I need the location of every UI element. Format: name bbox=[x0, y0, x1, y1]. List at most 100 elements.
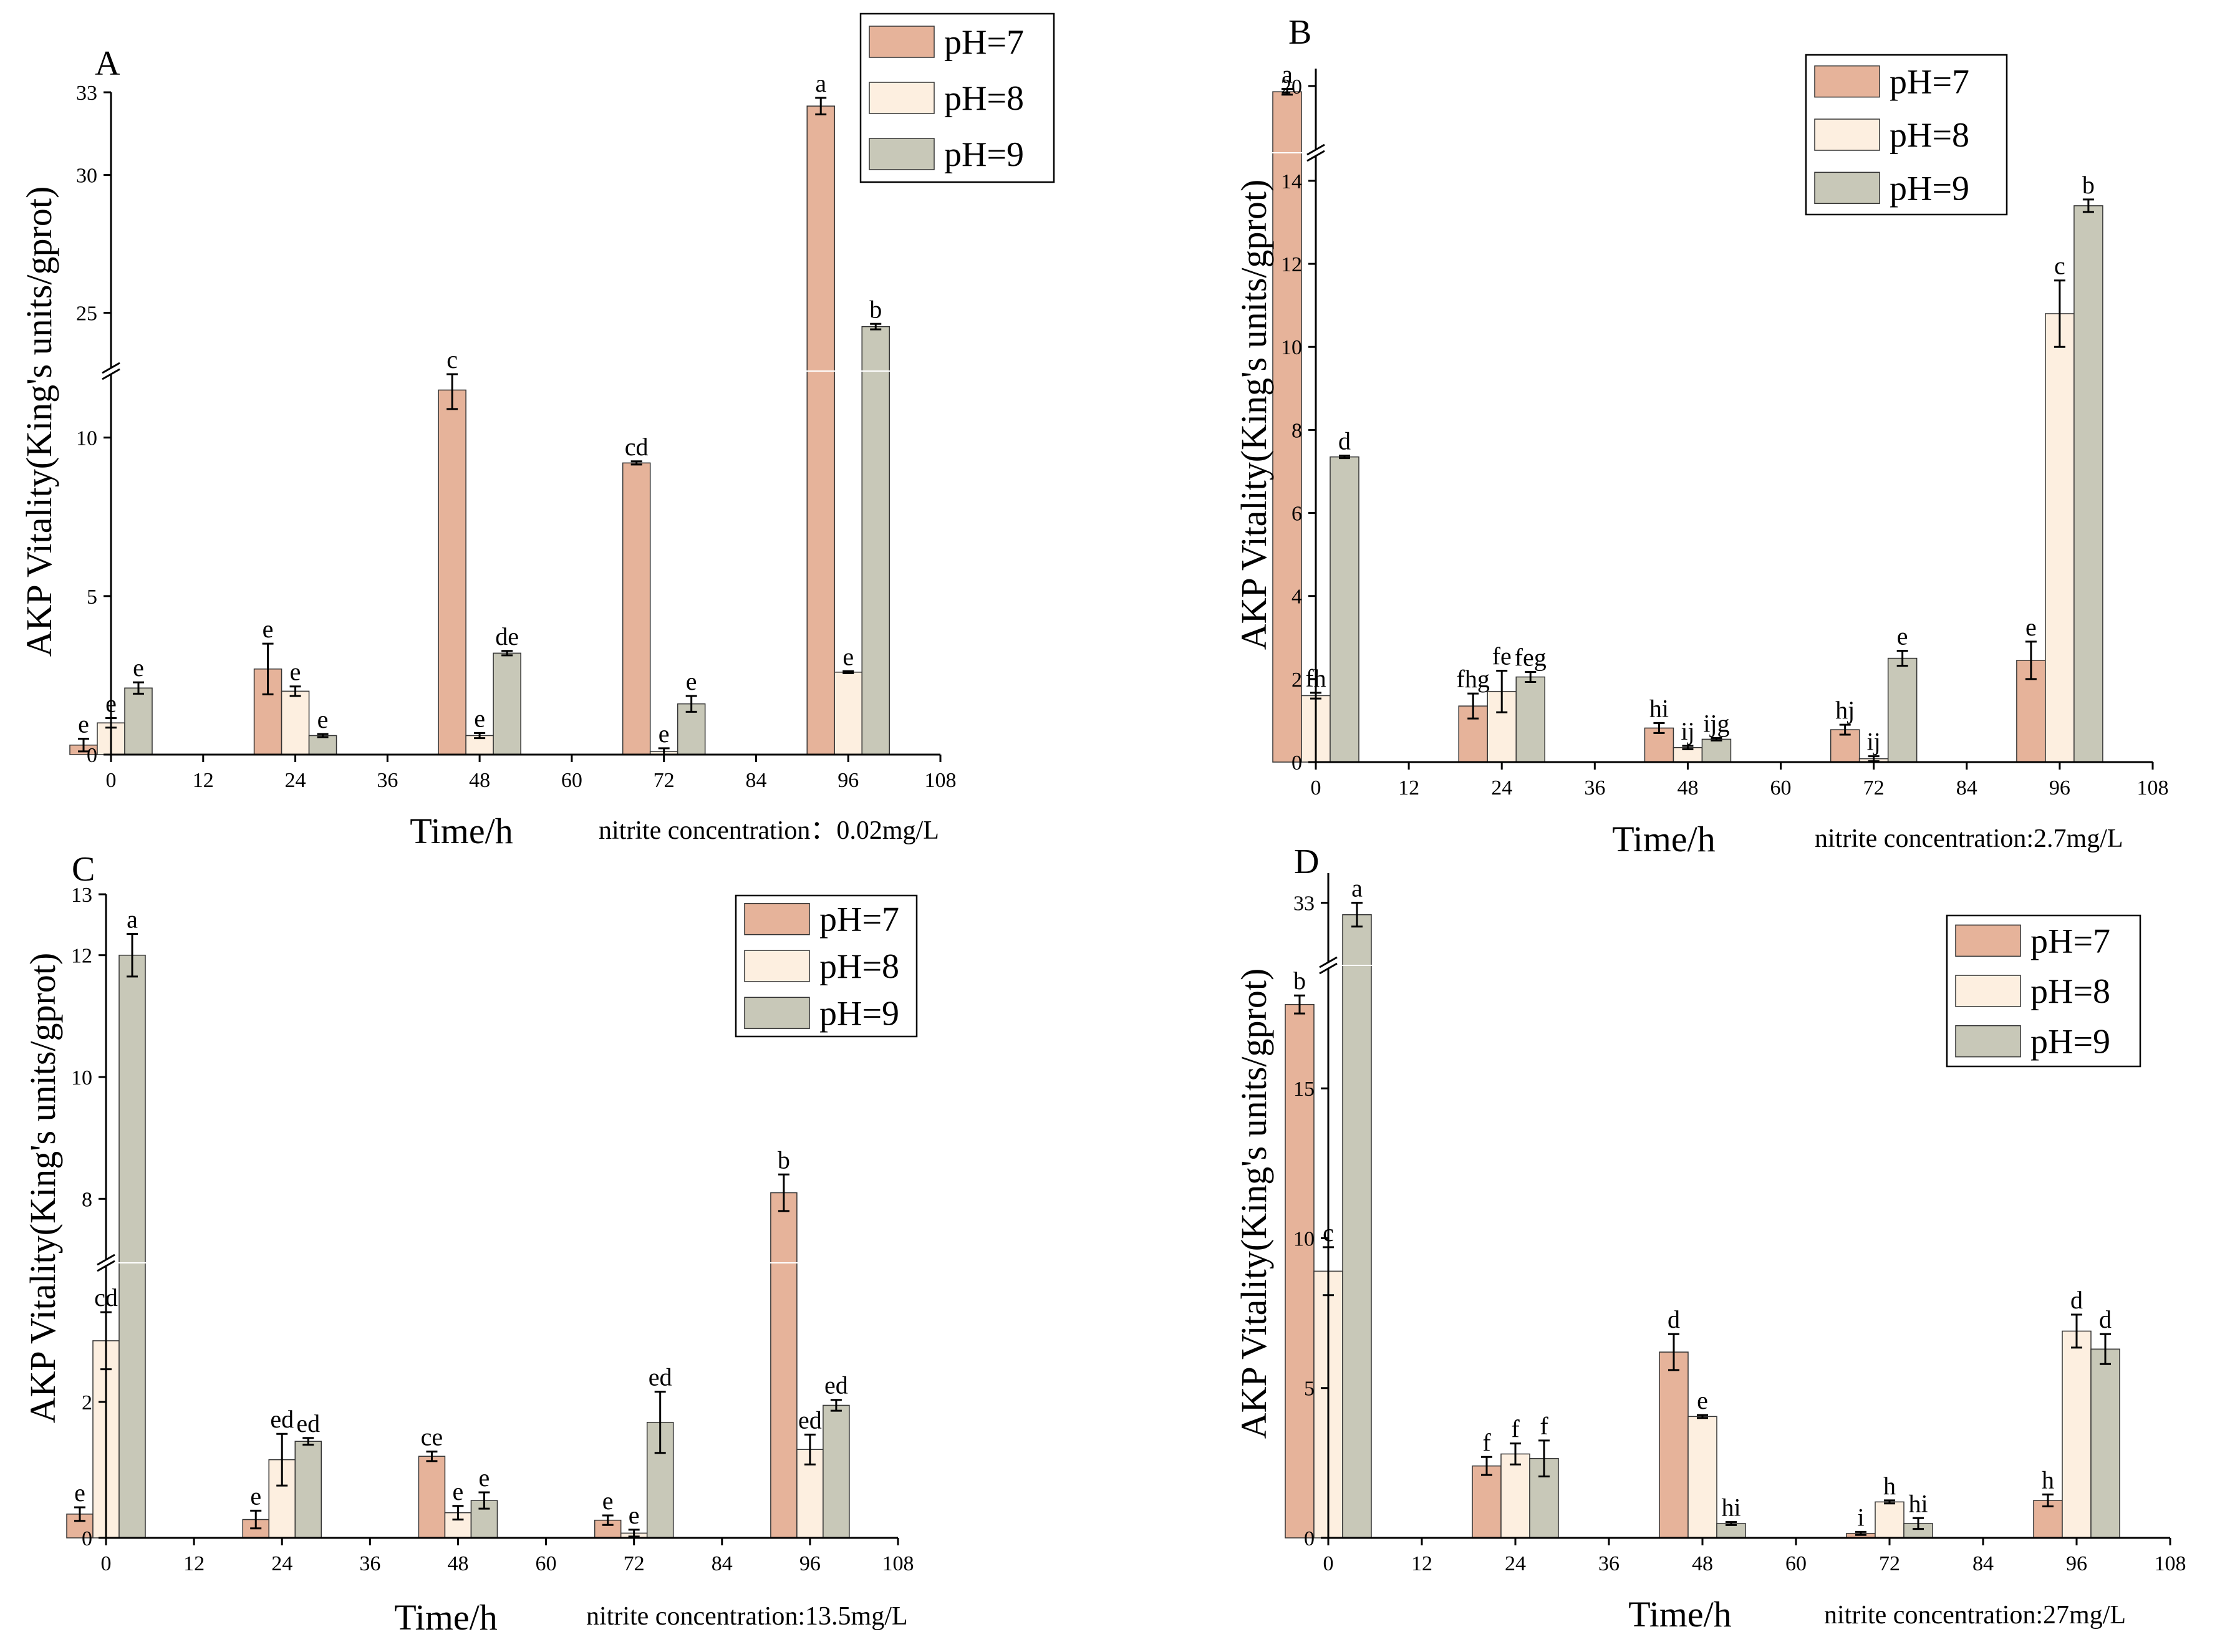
bar bbox=[834, 672, 862, 755]
y-axis-title: AKP Vitality(King's units/gprot) bbox=[1233, 180, 1274, 650]
significance-label: hj bbox=[1835, 696, 1855, 724]
bar-break-gap bbox=[860, 370, 892, 372]
significance-label: a bbox=[815, 69, 826, 97]
x-tick-label: 60 bbox=[561, 769, 582, 792]
y-tick-label: 2 bbox=[82, 1391, 92, 1414]
legend-label: pH=7 bbox=[944, 23, 1024, 62]
bar bbox=[1472, 1465, 1502, 1538]
significance-label: a bbox=[127, 905, 138, 933]
significance-label: fe bbox=[1492, 642, 1512, 670]
bar bbox=[1285, 1003, 1315, 1538]
y-tick-label: 8 bbox=[1291, 419, 1302, 442]
bar bbox=[1515, 676, 1545, 763]
x-tick-label: 12 bbox=[193, 769, 214, 792]
bar bbox=[823, 1404, 850, 1538]
x-tick-label: 108 bbox=[925, 769, 957, 792]
significance-label: b bbox=[778, 1146, 790, 1174]
nitrite-concentration-note: nitrite concentration：0.02mg/L bbox=[599, 816, 939, 845]
bar-break-gap bbox=[768, 1262, 799, 1263]
significance-label: f bbox=[1482, 1428, 1491, 1456]
x-tick-label: 60 bbox=[1770, 776, 1792, 799]
chart-panel-d: bfdihcfehdafhihid01224364860728496108051… bbox=[1233, 843, 2186, 1635]
y-tick-label: 30 bbox=[76, 165, 97, 188]
significance-label: de bbox=[495, 622, 519, 650]
significance-label: h bbox=[1883, 1472, 1896, 1500]
significance-label: e bbox=[74, 1479, 85, 1507]
significance-label: ed bbox=[270, 1405, 294, 1433]
bar bbox=[1330, 456, 1359, 763]
y-tick-label: 8 bbox=[82, 1188, 92, 1211]
nitrite-concentration-note: nitrite concentration:27mg/L bbox=[1824, 1601, 2126, 1630]
bar bbox=[1500, 1453, 1530, 1538]
x-tick-label: 108 bbox=[882, 1552, 914, 1575]
y-tick-label: 14 bbox=[1281, 170, 1302, 193]
x-tick-label: 84 bbox=[712, 1552, 733, 1575]
significance-label: a bbox=[1351, 874, 1363, 902]
y-tick-label: 0 bbox=[1291, 751, 1302, 775]
significance-label: hi bbox=[1721, 1494, 1740, 1522]
y-tick-label: 33 bbox=[1293, 892, 1315, 915]
bar bbox=[806, 105, 835, 755]
significance-label: i bbox=[1857, 1503, 1864, 1531]
significance-label: d bbox=[1338, 427, 1351, 455]
legend-label: pH=9 bbox=[2030, 1023, 2110, 1061]
bar bbox=[438, 389, 466, 755]
y-tick-label: 0 bbox=[82, 1527, 92, 1550]
legend-swatch bbox=[744, 997, 810, 1030]
legend-label: pH=9 bbox=[1890, 169, 1969, 208]
x-tick-label: 48 bbox=[1692, 1552, 1713, 1575]
y-tick-label: 10 bbox=[1293, 1227, 1315, 1250]
legend-swatch bbox=[1955, 924, 2021, 957]
significance-label: d bbox=[1668, 1305, 1680, 1333]
significance-label: cd bbox=[625, 433, 649, 461]
x-tick-label: 72 bbox=[1879, 1552, 1900, 1575]
significance-label: e bbox=[686, 667, 697, 695]
significance-label: e bbox=[250, 1482, 261, 1510]
significance-label: c bbox=[447, 345, 458, 374]
legend-swatch bbox=[1814, 171, 1880, 205]
significance-label: ij bbox=[1681, 717, 1694, 745]
x-tick-label: 96 bbox=[799, 1552, 821, 1575]
legend-label: pH=8 bbox=[1890, 116, 1969, 155]
x-tick-label: 48 bbox=[1677, 776, 1698, 799]
bar bbox=[1875, 1501, 1904, 1538]
x-tick-label: 84 bbox=[1956, 776, 1977, 799]
legend-swatch bbox=[869, 26, 935, 58]
x-axis-title: Time/h bbox=[1612, 819, 1715, 859]
bar bbox=[1659, 1351, 1689, 1538]
x-tick-label: 24 bbox=[1491, 776, 1512, 799]
x-tick-label: 48 bbox=[469, 769, 490, 792]
significance-label: c bbox=[2054, 252, 2065, 280]
significance-label: a bbox=[1282, 60, 1293, 89]
significance-label: b bbox=[1293, 967, 1306, 995]
bar bbox=[2090, 1348, 2120, 1538]
y-tick-label: 5 bbox=[1304, 1378, 1315, 1401]
axis-break-mark bbox=[102, 362, 120, 374]
significance-label: b bbox=[2082, 171, 2095, 199]
significance-label: e bbox=[1897, 622, 1908, 650]
x-tick-label: 12 bbox=[1398, 776, 1419, 799]
x-tick-label: 48 bbox=[447, 1552, 468, 1575]
x-axis-title: Time/h bbox=[1628, 1594, 1731, 1635]
x-tick-label: 24 bbox=[271, 1552, 292, 1575]
bar bbox=[1272, 91, 1302, 763]
x-tick-label: 36 bbox=[377, 769, 398, 792]
x-tick-label: 72 bbox=[1863, 776, 1885, 799]
x-tick-label: 0 bbox=[1311, 776, 1321, 799]
axis-break-mark bbox=[102, 368, 120, 380]
significance-label: ed bbox=[798, 1406, 822, 1434]
significance-label: e bbox=[2025, 613, 2037, 641]
bar bbox=[418, 1456, 446, 1538]
legend-swatch bbox=[869, 138, 935, 170]
significance-label: e bbox=[290, 658, 301, 686]
significance-label: d bbox=[2099, 1305, 2112, 1333]
bar-break-gap bbox=[805, 370, 837, 372]
significance-label: e bbox=[602, 1487, 614, 1515]
legend-swatch bbox=[744, 902, 810, 935]
bar-break-gap bbox=[1271, 152, 1303, 153]
x-tick-label: 108 bbox=[2137, 776, 2169, 799]
significance-label: hi bbox=[1908, 1489, 1928, 1517]
bar bbox=[2062, 1330, 2092, 1538]
bar-break-gap bbox=[117, 1262, 147, 1263]
